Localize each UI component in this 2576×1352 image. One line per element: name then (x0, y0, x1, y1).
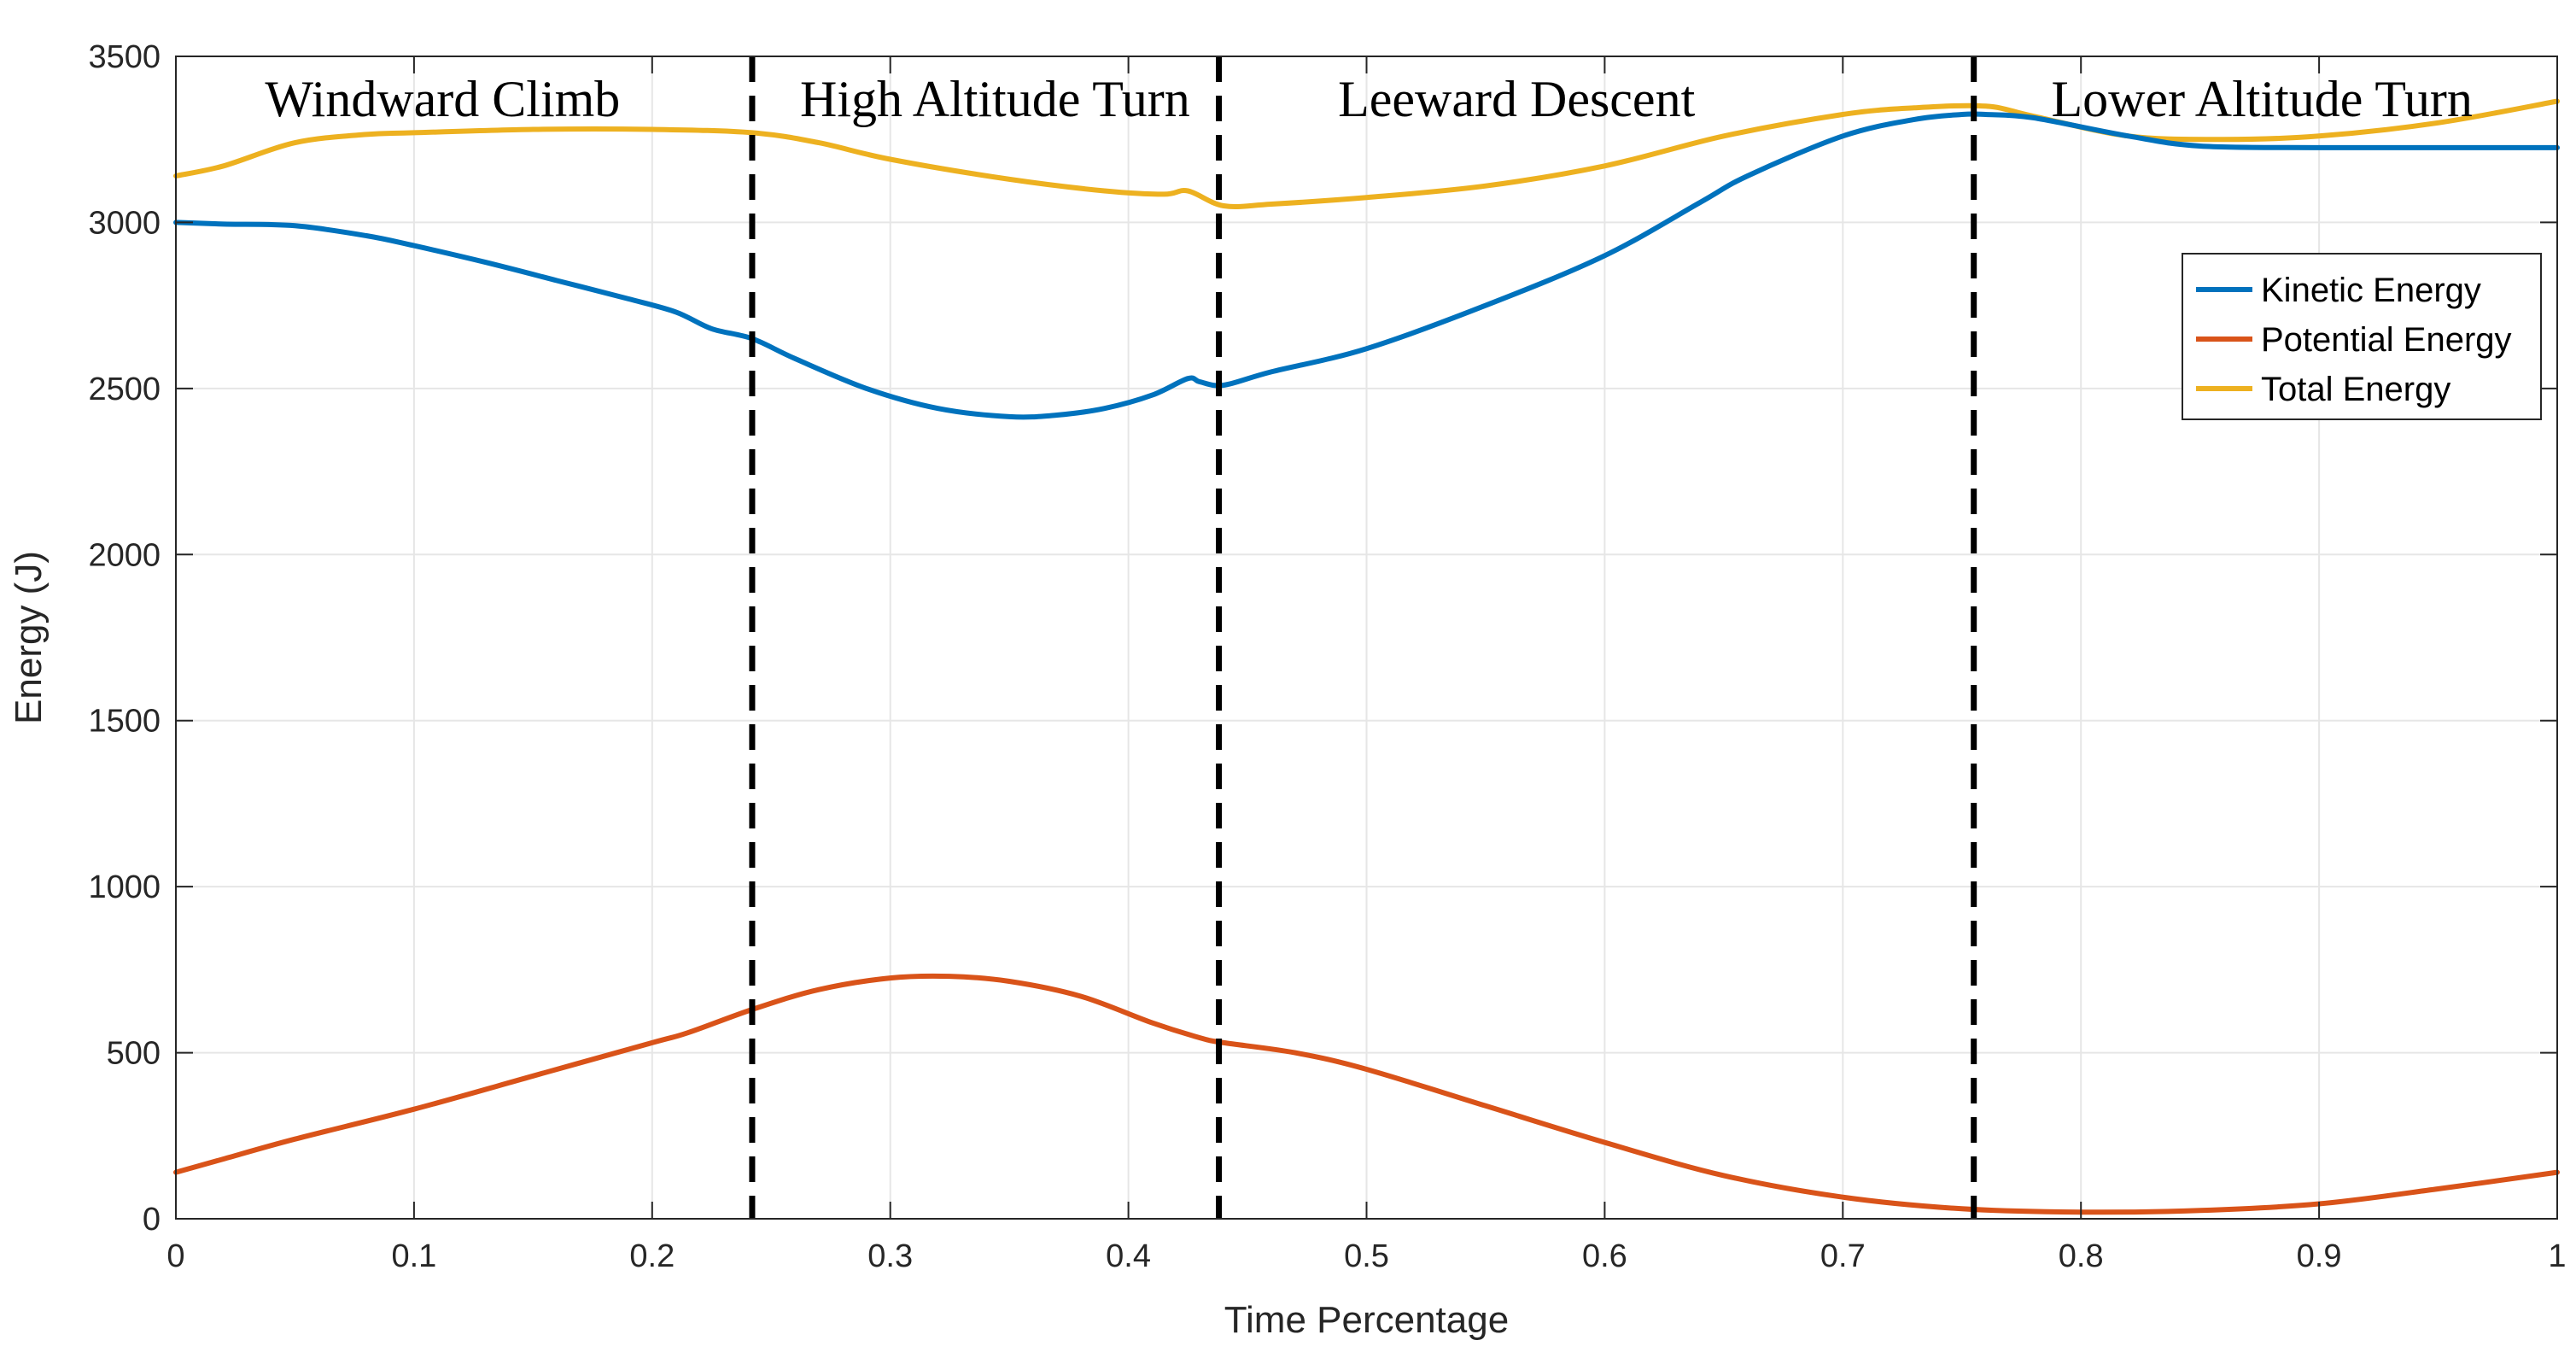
series-layer (173, 98, 2560, 1215)
y-tick-label: 3000 (88, 205, 161, 241)
phase-label: Leeward Descent (1338, 71, 1695, 127)
legend-label-potential-energy: Potential Energy (2261, 321, 2512, 359)
y-tick-label: 3500 (88, 39, 161, 75)
phase-label: Lower Altitude Turn (2051, 71, 2472, 127)
x-tick-label: 0.3 (867, 1238, 913, 1274)
x-tick-label: 0.5 (1344, 1238, 1389, 1274)
x-tick-label: 0 (166, 1238, 184, 1274)
x-tick-label: 0.9 (2297, 1238, 2342, 1274)
y-tick-label: 0 (143, 1202, 161, 1238)
legend: Kinetic Energy Potential Energy Total Ener… (2182, 253, 2542, 420)
y-tick-label: 500 (107, 1036, 161, 1072)
legend-label-total-energy: Total Energy (2261, 371, 2450, 408)
legend-label-kinetic-energy: Kinetic Energy (2261, 272, 2481, 309)
x-tick-label: 0.2 (629, 1238, 675, 1274)
x-tick-label: 1 (2548, 1238, 2566, 1274)
y-tick-label: 1500 (88, 704, 161, 740)
x-tick-label: 0.7 (1820, 1238, 1866, 1274)
y-tick-label: 1000 (88, 869, 161, 905)
kinetic-energy-line (173, 111, 2560, 420)
x-tick-label: 0.4 (1106, 1238, 1151, 1274)
phase-annotations: Windward Climb High Altitude Turn Leeward … (265, 71, 2472, 127)
phase-label: High Altitude Turn (800, 71, 1190, 127)
x-axis-label: Time Percentage (1224, 1299, 1509, 1341)
y-axis-label: Energy (J) (8, 551, 50, 724)
x-tick-label: 0.1 (391, 1238, 436, 1274)
y-tick-label: 2000 (88, 537, 161, 573)
axis-ticks: 0 0.1 0.2 0.3 0.4 0.5 0.6 0.7 0.8 0.9 1 0 500 1000 150… (88, 39, 2566, 1274)
y-tick-label: 2500 (88, 372, 161, 407)
x-tick-label: 0.8 (2059, 1238, 2104, 1274)
potential-energy-line (173, 973, 2560, 1215)
x-tick-label: 0.6 (1582, 1238, 1627, 1274)
phase-label: Windward Climb (265, 71, 620, 127)
